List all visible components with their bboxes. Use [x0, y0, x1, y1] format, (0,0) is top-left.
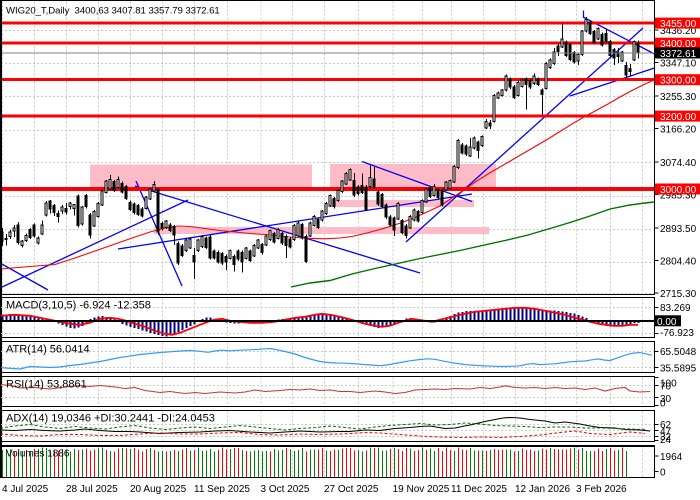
svg-text:4 Jul 2025: 4 Jul 2025	[2, 484, 49, 495]
svg-text:2985.30: 2985.30	[660, 190, 697, 201]
svg-text:3 Oct 2025: 3 Oct 2025	[261, 484, 310, 495]
svg-text:WIG20_T,Daily 3400,63 3407.81: WIG20_T,Daily 3400,63 3407.81 3357.79 33…	[6, 6, 220, 17]
svg-text:62: 62	[660, 420, 672, 431]
svg-text:65.5048: 65.5048	[660, 347, 697, 358]
svg-text:11 Dec 2025: 11 Dec 2025	[451, 484, 507, 495]
svg-text:28 Jul 2025: 28 Jul 2025	[66, 484, 118, 495]
svg-text:3200.00: 3200.00	[660, 112, 697, 123]
svg-text:27 Oct 2025: 27 Oct 2025	[324, 484, 379, 495]
svg-text:19 Nov 2025: 19 Nov 2025	[393, 484, 450, 495]
svg-text:3400.00: 3400.00	[660, 39, 697, 50]
svg-text:Volumes 1886: Volumes 1886	[6, 449, 70, 460]
svg-text:0: 0	[660, 398, 666, 409]
svg-text:3255.30: 3255.30	[660, 92, 697, 103]
svg-text:2804.40: 2804.40	[660, 256, 697, 267]
svg-text:83.269: 83.269	[660, 303, 691, 314]
svg-text:3000.00: 3000.00	[660, 185, 697, 196]
svg-text:32: 32	[660, 432, 672, 443]
svg-text:47: 47	[660, 427, 672, 438]
svg-text:RSI(14) 53,8861: RSI(14) 53,8861	[6, 379, 87, 391]
svg-text:3300.00: 3300.00	[660, 76, 697, 87]
svg-text:ADX(14) 19,0346 +DI:30.2441 -D: ADX(14) 19,0346 +DI:30.2441 -DI:24.0453	[6, 413, 215, 425]
svg-text:12 Jan 2026: 12 Jan 2026	[515, 484, 570, 495]
svg-text:70: 70	[660, 381, 672, 392]
svg-text:2715.30: 2715.30	[660, 289, 697, 300]
svg-text:3455.00: 3455.00	[660, 19, 697, 30]
svg-text:100: 100	[660, 378, 677, 389]
svg-text:2893.50: 2893.50	[660, 224, 697, 235]
svg-text:MACD(3,10,5) -6.924 -12.358: MACD(3,10,5) -6.924 -12.358	[6, 300, 151, 312]
svg-text:0: 0	[660, 468, 666, 479]
svg-text:3074.40: 3074.40	[660, 158, 697, 169]
svg-text:ATR(14) 56.0414: ATR(14) 56.0414	[6, 344, 90, 356]
svg-text:0.00: 0.00	[657, 317, 677, 328]
svg-text:30: 30	[660, 394, 672, 405]
svg-text:3166.20: 3166.20	[660, 124, 697, 135]
svg-text:1964: 1964	[660, 452, 683, 463]
svg-text:-76.923: -76.923	[660, 328, 694, 339]
svg-text:3436.20: 3436.20	[660, 26, 697, 37]
svg-text:11 Sep 2025: 11 Sep 2025	[194, 484, 250, 495]
svg-text:3 Feb 2026: 3 Feb 2026	[576, 484, 627, 495]
svg-text:3347.10: 3347.10	[660, 58, 697, 69]
svg-text:24: 24	[660, 435, 672, 446]
svg-text:35.5895: 35.5895	[660, 364, 697, 375]
svg-text:20 Aug 2025: 20 Aug 2025	[130, 484, 187, 495]
svg-text:3372.61: 3372.61	[660, 49, 697, 60]
